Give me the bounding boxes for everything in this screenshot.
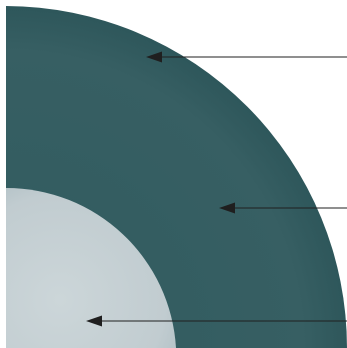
pointer-arrow-outer-upper	[146, 51, 347, 63]
pointer-arrow-outer-middle	[219, 202, 347, 214]
pointer-arrow-inner-core	[86, 315, 347, 327]
inner-core	[6, 187, 176, 348]
